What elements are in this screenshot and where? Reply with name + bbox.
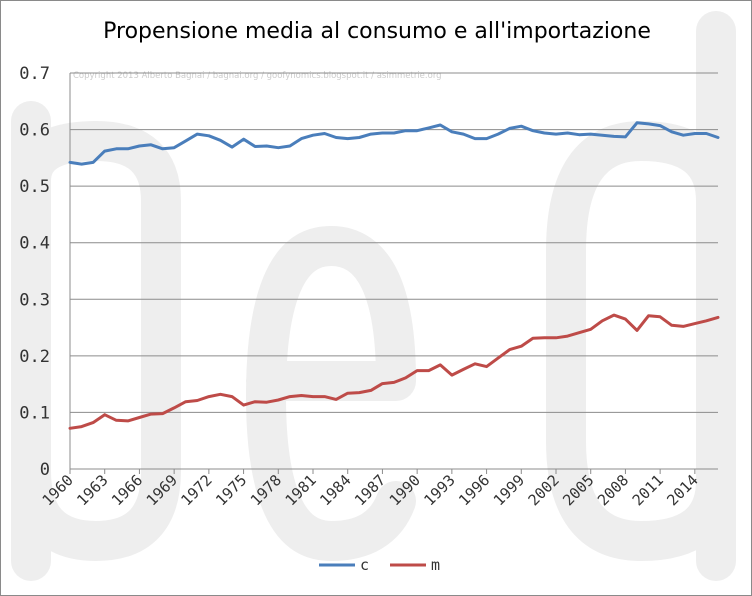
y-axis-tick-labels: 0 0.1 0.2 0.3 0.4 0.5 0.6 0.7 <box>19 64 50 480</box>
y-tick-label: 0.5 <box>19 177 50 197</box>
legend-label-m: m <box>431 556 440 574</box>
x-tick-label: 1984 <box>316 471 354 509</box>
watermark-logo-stroke-5 <box>546 121 736 561</box>
watermark-logo <box>11 11 736 581</box>
y-tick-label: 0 <box>40 460 50 480</box>
watermark-text: Copyright 2013 Alberto Bagnai / bagnai.o… <box>73 71 442 81</box>
watermark-logo-stroke-2 <box>11 121 181 561</box>
legend-label-c: c <box>360 556 369 574</box>
y-tick-label: 0.7 <box>19 64 50 84</box>
series-lines <box>68 121 720 430</box>
x-tick-label: 2008 <box>594 471 632 509</box>
x-tick-label: 1972 <box>177 471 215 509</box>
x-tick-label: 1999 <box>490 471 528 509</box>
x-tick-label: 1996 <box>455 471 493 509</box>
chart-title: Propensione media al consumo e all'impor… <box>103 19 651 44</box>
x-tick-label: 1975 <box>212 471 250 509</box>
x-tick-label: 2011 <box>629 471 667 509</box>
y-tick-label: 0.2 <box>19 347 50 367</box>
x-tick-label: 1993 <box>420 471 458 509</box>
y-tick-label: 0.4 <box>19 234 50 254</box>
y-tick-label: 0.3 <box>19 290 50 310</box>
y-tick-label: 0.1 <box>19 403 50 423</box>
gridlines <box>70 72 718 413</box>
series-line-c <box>68 121 720 166</box>
series-line-m <box>68 313 720 430</box>
watermark-logo-stroke-3 <box>246 226 416 561</box>
y-tick-label: 0.6 <box>19 121 50 141</box>
axes <box>69 73 718 470</box>
x-tick-label: 1963 <box>73 471 111 509</box>
